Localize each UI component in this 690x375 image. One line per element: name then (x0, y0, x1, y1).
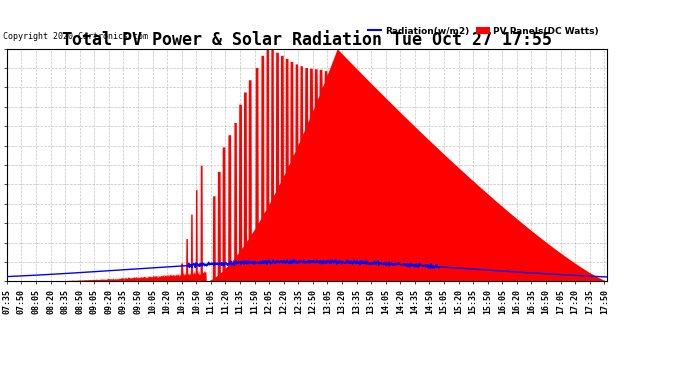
Legend: Radiation(w/m2), PV Panels(DC Watts): Radiation(w/m2), PV Panels(DC Watts) (364, 23, 602, 39)
Text: Copyright 2020 Cartronics.com: Copyright 2020 Cartronics.com (3, 32, 148, 41)
Title: Total PV Power & Solar Radiation Tue Oct 27 17:55: Total PV Power & Solar Radiation Tue Oct… (62, 31, 552, 49)
